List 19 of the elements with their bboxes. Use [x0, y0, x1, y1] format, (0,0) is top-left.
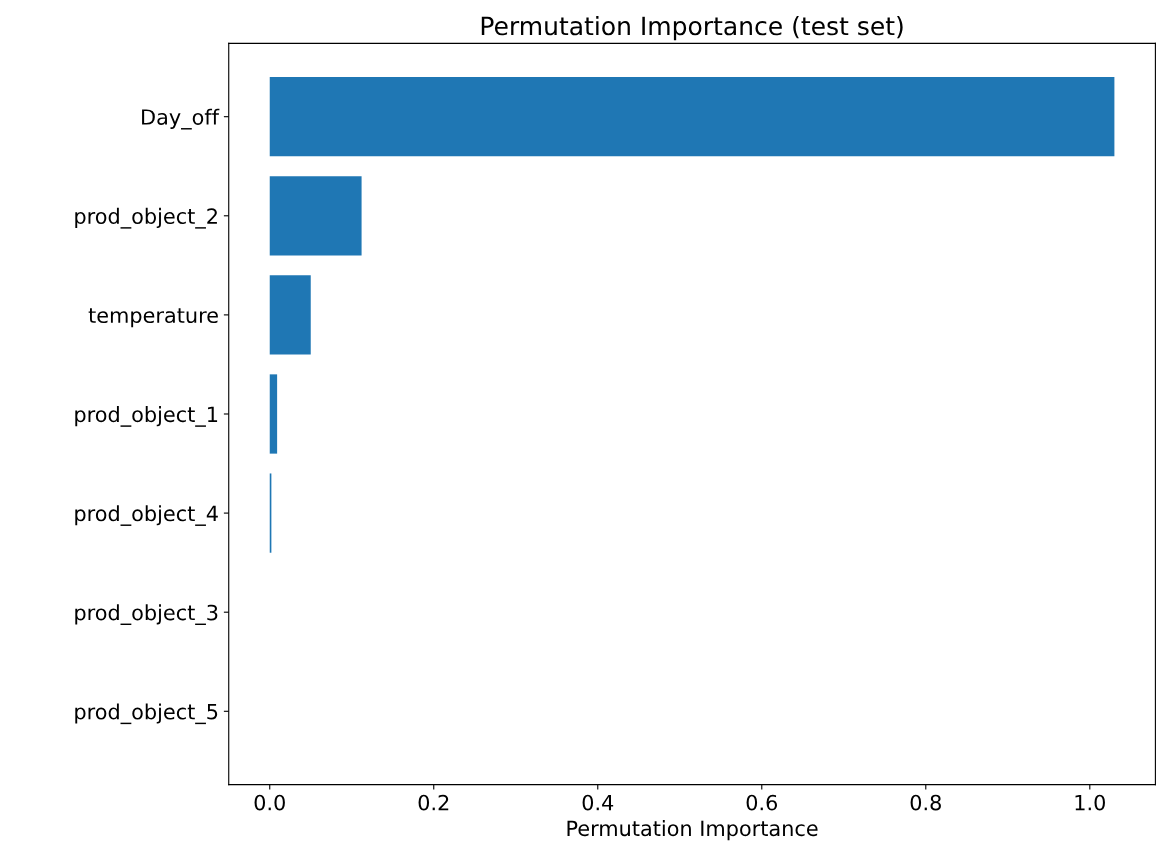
- bar: [269, 374, 278, 454]
- y-tick-label: prod_object_3: [75, 604, 218, 626]
- bar: [269, 176, 362, 256]
- x-tick-label: 0.4: [582, 794, 614, 811]
- x-axis-title: Permutation Importance: [567, 820, 818, 841]
- y-tick-label: Day_off: [142, 108, 220, 130]
- x-tick-label: 0.2: [418, 794, 449, 811]
- y-tick-label: prod_object_4: [75, 505, 218, 526]
- y-tick-label: temperature: [88, 308, 218, 328]
- y-tick-label: prod_object_2: [75, 207, 217, 229]
- chart-title: Permutation Importance (test set): [481, 16, 903, 41]
- x-tick-label: 0.0: [254, 794, 285, 811]
- x-tick-label: 1.0: [1075, 794, 1105, 811]
- y-tick-label: prod_object_1: [75, 406, 218, 427]
- x-tick-label: 0.8: [910, 794, 941, 811]
- y-tick-label: prod_object_5: [75, 703, 218, 725]
- bar: [269, 77, 1115, 157]
- bar: [269, 275, 311, 355]
- x-tick-label: 0.6: [746, 794, 778, 811]
